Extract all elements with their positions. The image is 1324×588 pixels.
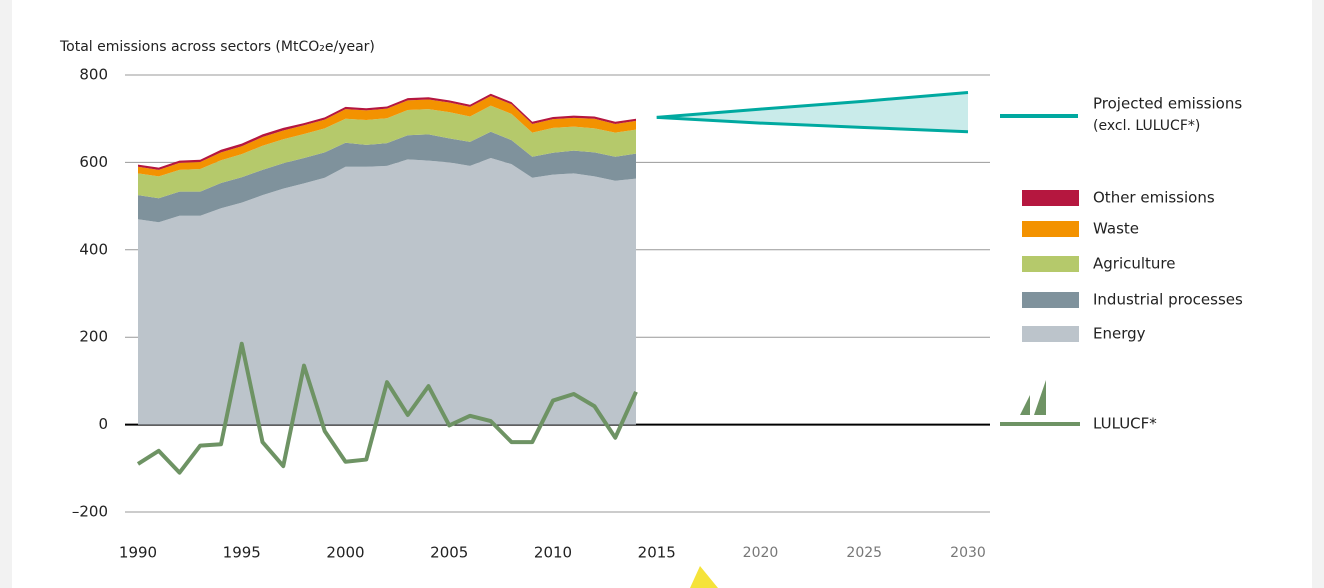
legend-label: Other emissions: [1093, 189, 1215, 207]
legend-label: Energy: [1093, 325, 1146, 343]
y-tick-label: 0: [98, 415, 108, 433]
x-tick-label: 2000: [326, 544, 364, 562]
x-tick-label: 2025: [846, 545, 882, 561]
y-tick-label: 600: [79, 153, 108, 171]
area-2: [138, 105, 636, 199]
x-tick-label: 1990: [119, 544, 157, 562]
legend-label: LULUCF*: [1093, 415, 1157, 433]
y-axis-label: Total emissions across sectors (MtCO₂e/y…: [59, 39, 375, 55]
y-tick-label: 800: [79, 66, 108, 84]
legend-label: Industrial processes: [1093, 291, 1243, 309]
legend-label: Waste: [1093, 220, 1139, 238]
legend-swatch: [1022, 190, 1079, 206]
projection-band: [656, 92, 968, 132]
x-tick-label: 2020: [743, 545, 779, 561]
projection-upper: [656, 90, 969, 119]
x-tick-label: 1995: [223, 544, 261, 562]
lulucf-line: [136, 341, 638, 475]
tree-icon: [1020, 395, 1030, 415]
x-tick-label: 2015: [638, 544, 676, 562]
tree-icon: [1034, 380, 1058, 415]
area-4: [138, 93, 636, 170]
y-tick-label: 400: [79, 240, 108, 258]
area-1: [138, 131, 636, 223]
x-tick-label: 2010: [534, 544, 572, 562]
y-tick-label: 200: [79, 328, 108, 346]
legend-swatch: [1022, 292, 1079, 308]
legend-label: (excl. LULUCF*): [1093, 118, 1200, 134]
legend-swatch: [1022, 221, 1079, 237]
y-tick-label: –200: [72, 503, 108, 521]
legend-label: Projected emissions: [1093, 95, 1242, 113]
pointer-arrow: [690, 566, 718, 588]
projection-lower: [656, 115, 969, 134]
area-3: [138, 95, 636, 177]
legend-swatch: [1022, 256, 1079, 272]
area-0: [138, 158, 636, 425]
legend-swatch: [1022, 326, 1079, 342]
legend-label: Agriculture: [1093, 255, 1176, 273]
x-tick-label: 2005: [430, 544, 468, 562]
x-tick-label: 2030: [950, 545, 986, 561]
